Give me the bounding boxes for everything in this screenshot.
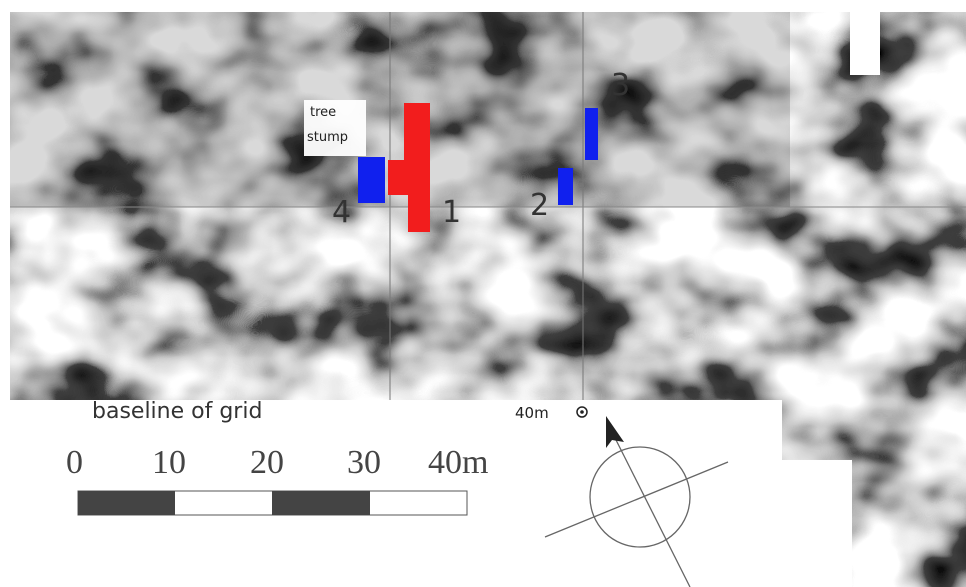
area-label: 4 [332, 195, 351, 230]
scale-label: 40m [428, 444, 488, 481]
scale-segment [272, 491, 370, 515]
tree-stump-label: stump [307, 130, 348, 145]
area-label: 2 [530, 188, 549, 223]
anomaly-blue [585, 108, 598, 160]
survey-map: tree stump 1 2 3 4 baseline of grid 0 10… [0, 0, 966, 587]
scale-segment [78, 491, 175, 515]
scale-label: 10 [152, 444, 186, 481]
page: tree stump 1 2 3 4 baseline of grid 0 10… [0, 0, 966, 587]
scale-label: 30 [347, 444, 381, 481]
area-label: 1 [442, 195, 461, 230]
baseline-label: baseline of grid [92, 399, 262, 424]
grid-marker-dot [580, 410, 584, 414]
tree-stump-label: tree [310, 105, 336, 120]
anomaly-blue [558, 168, 573, 205]
grid-marker-label: 40m [515, 404, 549, 422]
scale-label: 20 [250, 444, 284, 481]
anomaly-blue [358, 157, 385, 203]
scale-label: 0 [66, 444, 83, 481]
area-label: 3 [611, 68, 630, 103]
